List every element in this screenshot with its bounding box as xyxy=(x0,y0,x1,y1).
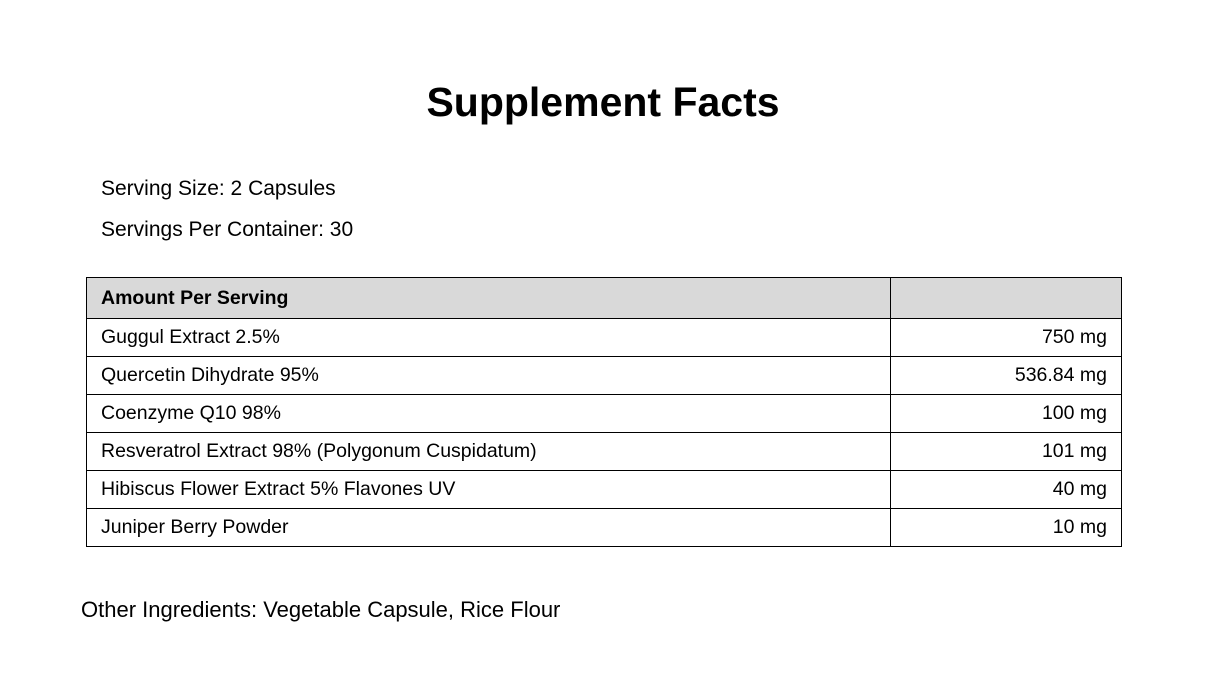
ingredient-name: Juniper Berry Powder xyxy=(86,508,891,547)
ingredient-amount: 101 mg xyxy=(890,432,1122,471)
ingredient-amount: 750 mg xyxy=(890,318,1122,357)
ingredient-amount: 40 mg xyxy=(890,470,1122,509)
ingredient-name: Resveratrol Extract 98% (Polygonum Cuspi… xyxy=(86,432,891,471)
page-title: Supplement Facts xyxy=(426,79,780,125)
table-row: Quercetin Dihydrate 95% 536.84 mg xyxy=(86,356,1122,395)
ingredient-name: Quercetin Dihydrate 95% xyxy=(86,356,891,395)
ingredient-amount: 10 mg xyxy=(890,508,1122,547)
table-row: Coenzyme Q10 98% 100 mg xyxy=(86,394,1122,433)
table-row: Resveratrol Extract 98% (Polygonum Cuspi… xyxy=(86,432,1122,471)
supplement-facts-table: Amount Per Serving Guggul Extract 2.5% 7… xyxy=(86,277,1122,547)
ingredient-amount: 536.84 mg xyxy=(890,356,1122,395)
ingredient-name: Guggul Extract 2.5% xyxy=(86,318,891,357)
ingredient-amount: 100 mg xyxy=(890,394,1122,433)
header-amount-column xyxy=(890,277,1122,319)
ingredient-name: Coenzyme Q10 98% xyxy=(86,394,891,433)
serving-size: Serving Size: 2 Capsules xyxy=(101,177,336,200)
servings-per-container: Servings Per Container: 30 xyxy=(101,218,354,241)
ingredient-name: Hibiscus Flower Extract 5% Flavones UV xyxy=(86,470,891,509)
header-amount-per-serving: Amount Per Serving xyxy=(86,277,891,319)
other-ingredients: Other Ingredients: Vegetable Capsule, Ri… xyxy=(81,597,561,622)
table-header-row: Amount Per Serving xyxy=(86,277,1122,319)
table-row: Hibiscus Flower Extract 5% Flavones UV 4… xyxy=(86,470,1122,509)
table-row: Guggul Extract 2.5% 750 mg xyxy=(86,318,1122,357)
table-row: Juniper Berry Powder 10 mg xyxy=(86,508,1122,547)
